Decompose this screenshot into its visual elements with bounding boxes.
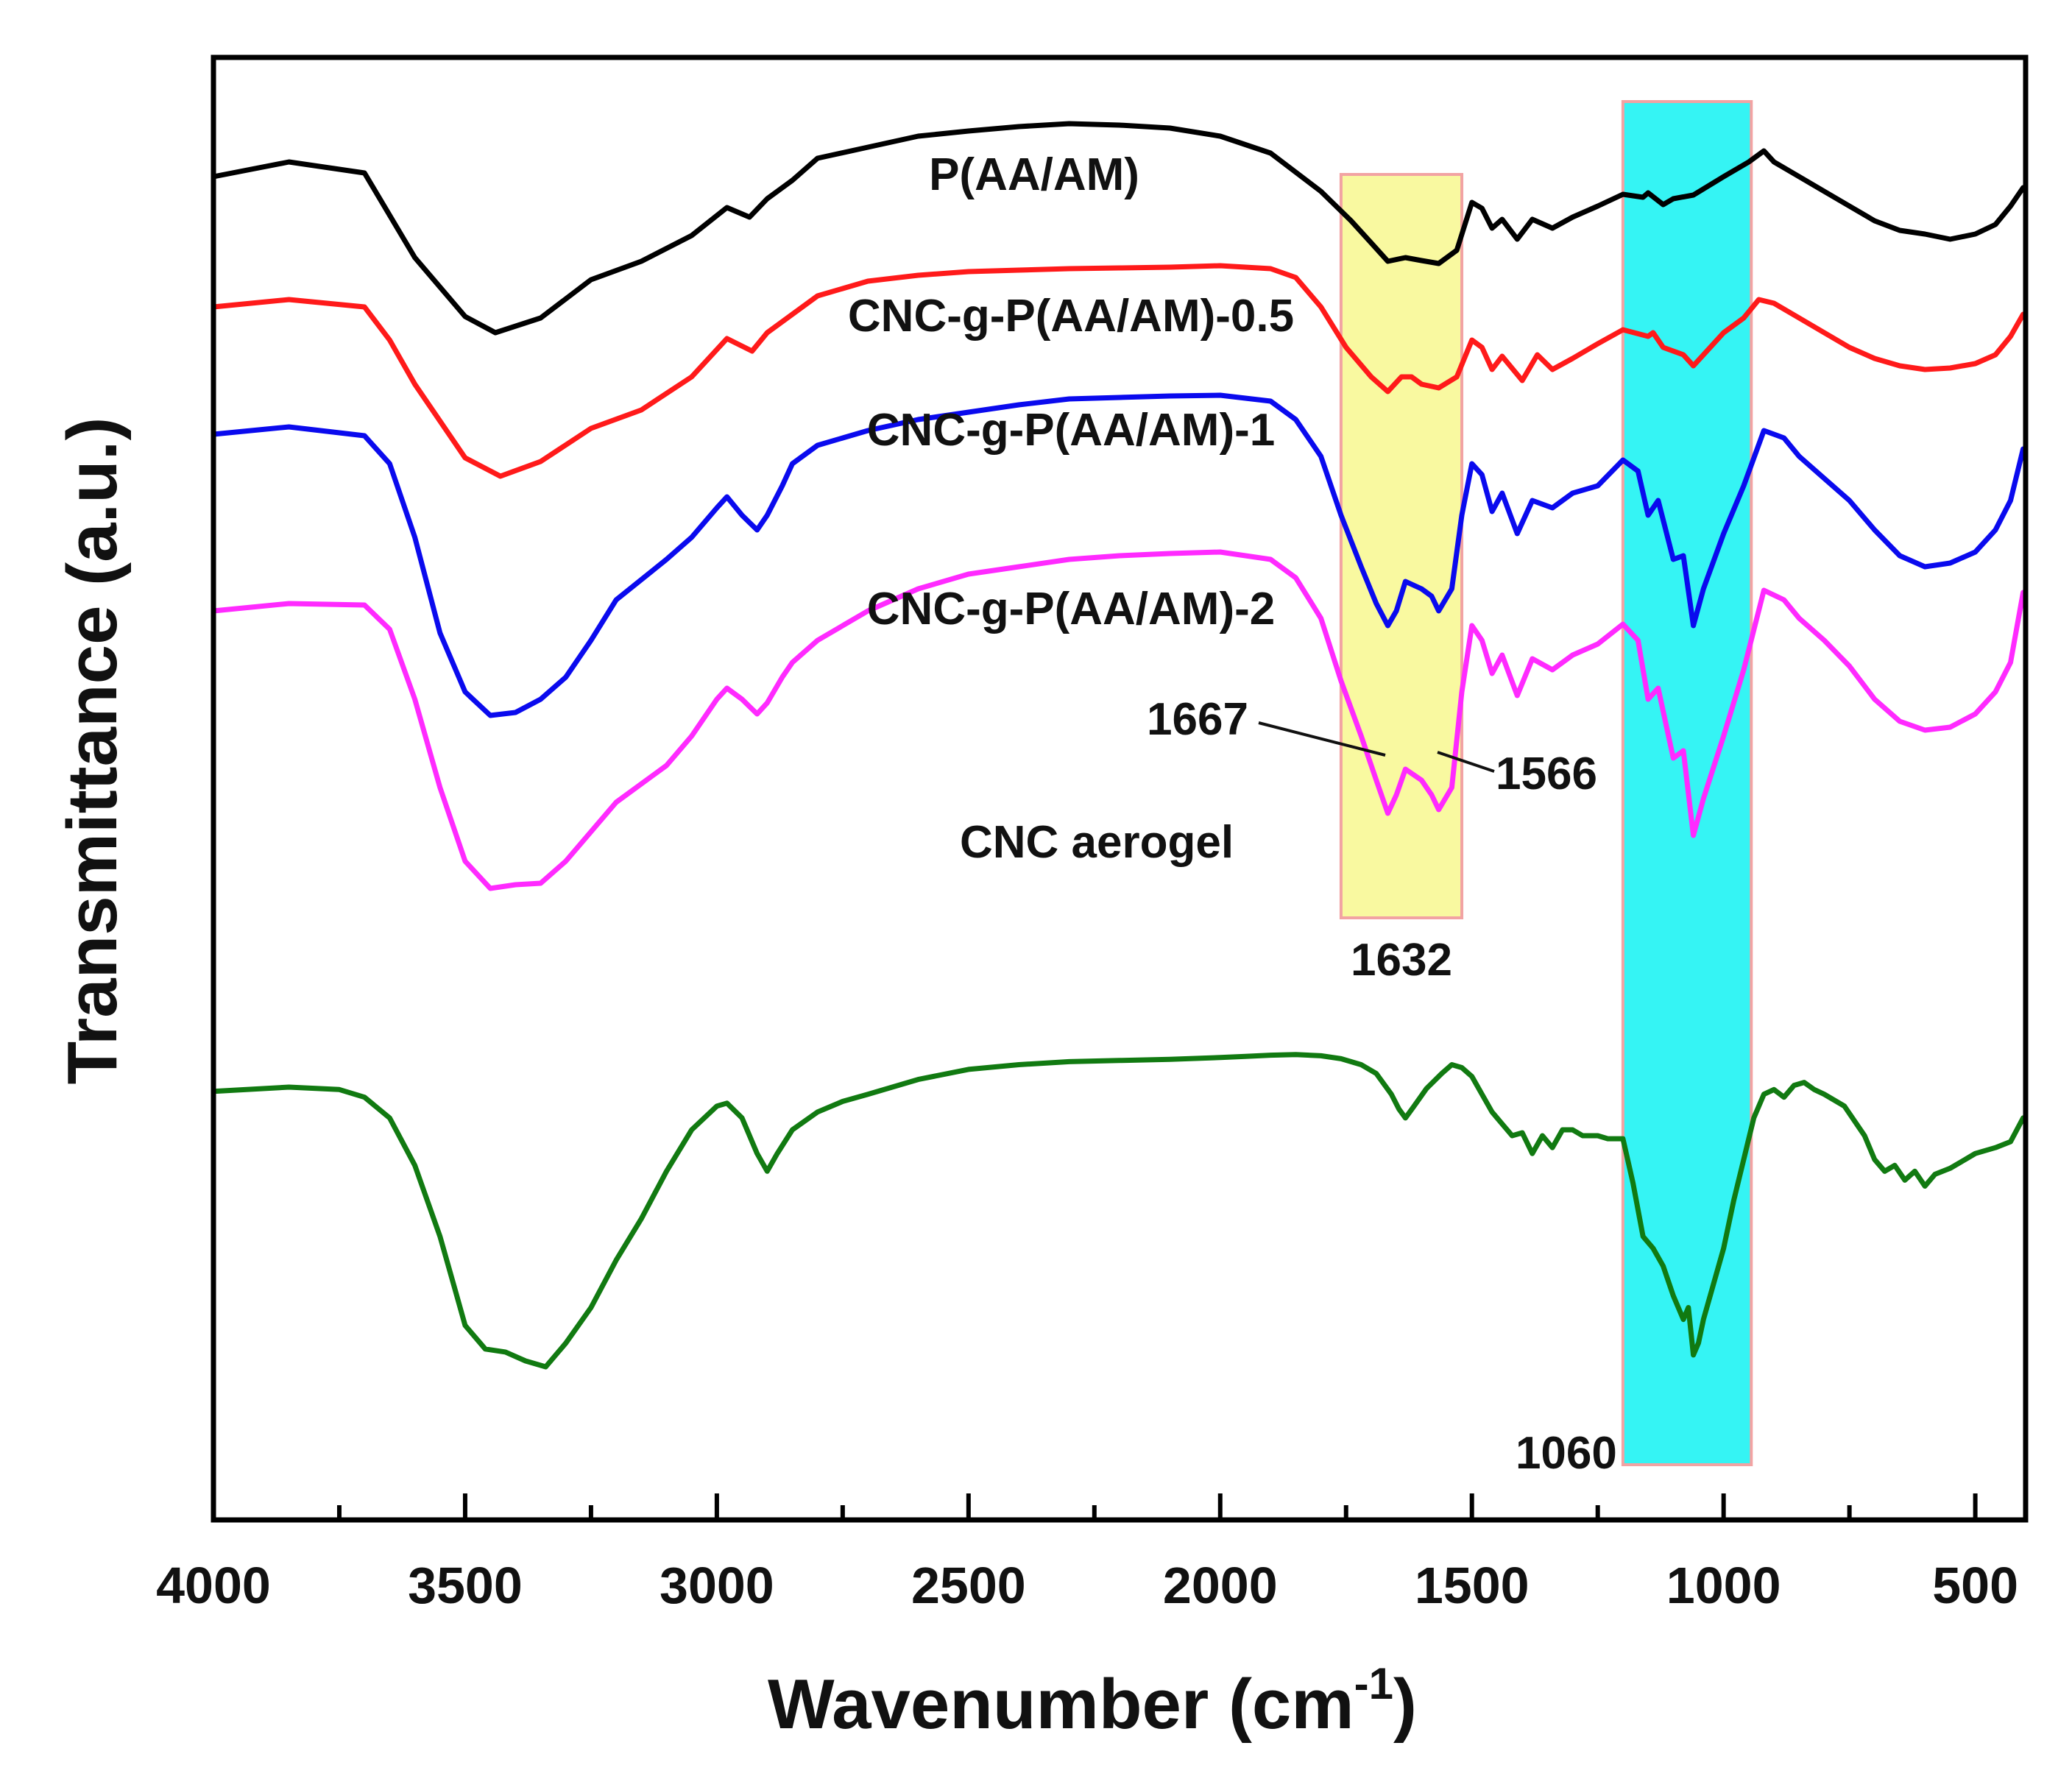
spectra-series <box>211 121 2026 1370</box>
annotation-label-1: 1667 <box>1147 694 1248 745</box>
tick-label-2000: 2000 <box>1163 1557 1278 1614</box>
tick-label-500: 500 <box>1932 1557 2018 1614</box>
tick-label-3500: 3500 <box>408 1557 523 1614</box>
series-label-3: CNC-g-P(AA/AM)-1 <box>867 405 1275 456</box>
x-axis-title: Wavenumber (cm-1) <box>768 1659 1417 1744</box>
tick-label-3000: 3000 <box>660 1557 774 1614</box>
highlight-band-1632 <box>1339 173 1464 919</box>
annotation-leader-2 <box>1437 751 1495 773</box>
tick-label-4000: 4000 <box>156 1557 271 1614</box>
annotation-leader-1 <box>1258 721 1386 757</box>
x-axis-title-main: Wavenumber (cm <box>768 1665 1354 1744</box>
band-label-2: 1060 <box>1516 1428 1617 1479</box>
series-label-5: CNC aerogel <box>960 817 1234 868</box>
x-axis-title-close: ) <box>1393 1665 1417 1744</box>
series-line-1 <box>211 121 2026 336</box>
tick-label-2500: 2500 <box>911 1557 1026 1614</box>
series-label-4: CNC-g-P(AA/AM)-2 <box>867 584 1275 634</box>
y-axis-title: Transmittance (a.u.) <box>53 417 132 1085</box>
series-line-4 <box>211 549 2026 891</box>
annotation-label-2: 1566 <box>1496 749 1597 799</box>
plot-frame <box>211 54 2029 1523</box>
series-line-2 <box>211 263 2026 479</box>
series-label-2: CNC-g-P(AA/AM)-0.5 <box>848 291 1294 342</box>
series-labels: P(AA/AM) CNC-g-P(AA/AM)-0.5 CNC-g-P(AA/AM)… <box>848 149 1294 868</box>
peak-annotations: 1632 1060 1667 1566 <box>1147 694 1617 1479</box>
x-axis-ticks: 4000 3500 3000 2500 2000 1500 1000 500 <box>156 1493 2018 1614</box>
series-line-5 <box>211 1052 2026 1370</box>
tick-label-1000: 1000 <box>1666 1557 1781 1614</box>
band-label-1: 1632 <box>1351 935 1452 986</box>
series-label-1: P(AA/AM) <box>929 149 1139 200</box>
series-line-3 <box>211 392 2026 718</box>
x-axis-title-superscript: -1 <box>1354 1659 1393 1708</box>
tick-label-1500: 1500 <box>1415 1557 1530 1614</box>
